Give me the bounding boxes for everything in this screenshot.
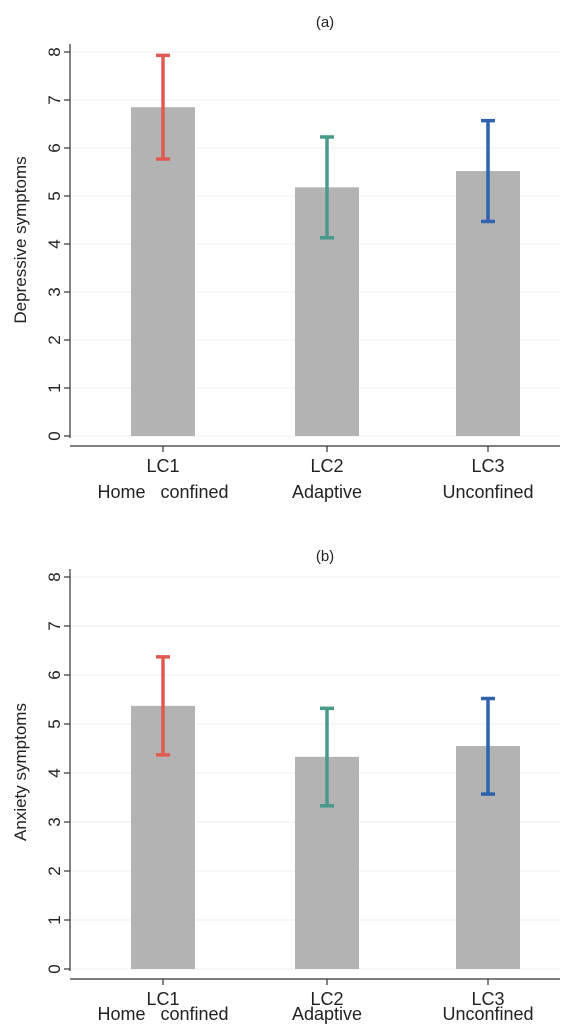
panel-a-title: (a) bbox=[316, 14, 334, 31]
y-tick-label: 7 bbox=[45, 95, 64, 104]
x-tick-label-line2: Home confined bbox=[97, 1004, 228, 1024]
y-tick-label: 6 bbox=[45, 670, 64, 679]
y-tick-label: 3 bbox=[45, 287, 64, 296]
y-tick-label: 1 bbox=[45, 915, 64, 924]
y-tick-label: 0 bbox=[45, 431, 64, 440]
panel-a-plot: 0 1 2 3 4 5 6 7 8 LC1 Home confined LC2 Adaptive LC3 U… bbox=[45, 44, 560, 502]
x-tick-label-line1: LC3 bbox=[471, 456, 504, 476]
y-tick-label: 5 bbox=[45, 191, 64, 200]
x-tick-label-line1: LC2 bbox=[310, 456, 343, 476]
panel-b-ylabel: Anxiety symptoms bbox=[11, 703, 30, 841]
x-tick-label-line2: Adaptive bbox=[292, 1004, 362, 1024]
x-tick-label-line2: Adaptive bbox=[292, 482, 362, 502]
x-tick-label-line1: LC3 bbox=[471, 989, 504, 1009]
x-tick-label-line1: LC1 bbox=[146, 456, 179, 476]
x-tick-label-line2: Home confined bbox=[97, 482, 228, 502]
y-tick-label: 2 bbox=[45, 866, 64, 875]
panel-a-ylabel: Depressive symptoms bbox=[11, 156, 30, 323]
bar bbox=[131, 107, 195, 436]
panel-a: (a) Depressive symptoms 0 1 2 3 4 5 6 7 8 LC1 Home… bbox=[11, 14, 560, 502]
y-tick-label: 8 bbox=[45, 572, 64, 581]
y-tick-label: 4 bbox=[45, 768, 64, 777]
y-tick-label: 2 bbox=[45, 335, 64, 344]
x-tick-label-line1: LC1 bbox=[146, 989, 179, 1009]
panel-b-title: (b) bbox=[316, 548, 334, 565]
y-tick-label: 8 bbox=[45, 47, 64, 56]
y-tick-label: 0 bbox=[45, 964, 64, 973]
x-tick-label-line2: Unconfined bbox=[442, 1004, 533, 1024]
y-tick-label: 4 bbox=[45, 239, 64, 248]
x-tick-label-line1: LC2 bbox=[310, 989, 343, 1009]
y-tick-label: 7 bbox=[45, 621, 64, 630]
y-tick-label: 6 bbox=[45, 143, 64, 152]
y-tick-label: 1 bbox=[45, 383, 64, 392]
y-tick-label: 5 bbox=[45, 719, 64, 728]
y-tick-label: 3 bbox=[45, 817, 64, 826]
x-tick-label-line2: Unconfined bbox=[442, 482, 533, 502]
